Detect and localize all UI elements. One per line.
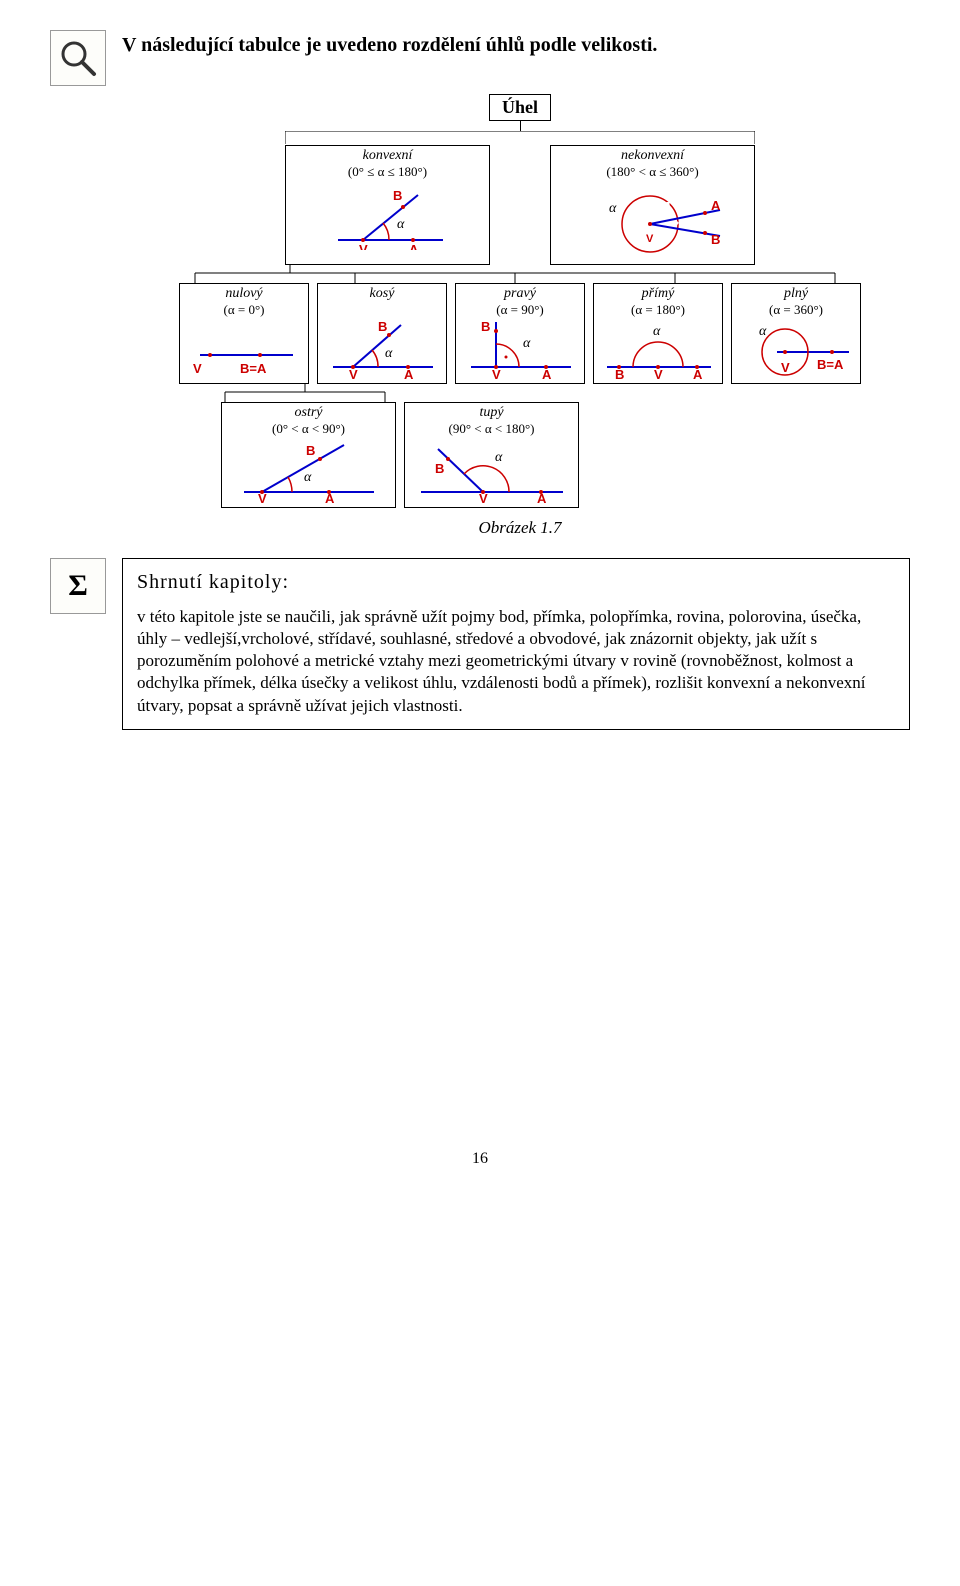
angle-hierarchy-diagram: Úhel konvexní (0° ≤ α ≤ 180°) V A B α ne… xyxy=(130,94,910,538)
svg-text:A: A xyxy=(537,491,547,503)
svg-text:α: α xyxy=(653,324,661,339)
summary-body: v této kapitole jste se naučili, jak spr… xyxy=(137,606,895,716)
page-title: V následující tabulce je uvedeno rozděle… xyxy=(122,30,657,57)
level3-row: nulový (α = 0°) V B=A kosý V A xyxy=(179,283,861,385)
connector-lvl3-4 xyxy=(70,384,730,402)
title-row: V následující tabulce je uvedeno rozděle… xyxy=(50,30,910,86)
node-konvexni: konvexní (0° ≤ α ≤ 180°) V A B α xyxy=(285,145,490,265)
svg-text:B: B xyxy=(435,461,444,476)
svg-text:V: V xyxy=(258,491,267,503)
level2-row: konvexní (0° ≤ α ≤ 180°) V A B α nekonve… xyxy=(285,145,755,265)
svg-text:B: B xyxy=(306,443,315,458)
svg-text:A: A xyxy=(325,491,335,503)
svg-text:V: V xyxy=(781,360,790,375)
svg-text:V: V xyxy=(349,367,358,379)
svg-text:B=A: B=A xyxy=(817,357,844,372)
svg-text:B: B xyxy=(378,319,387,334)
summary-row: Σ Shrnutí kapitoly: v této kapitole jste… xyxy=(50,558,910,729)
svg-text:A: A xyxy=(711,198,721,213)
node-primy: přímý (α = 180°) V A B α xyxy=(593,283,723,385)
svg-text:α: α xyxy=(609,201,617,216)
node-pravy: pravý (α = 90°) V A B α xyxy=(455,283,585,385)
svg-text:B=A: B=A xyxy=(240,361,267,376)
svg-text:α: α xyxy=(304,470,312,485)
svg-text:V: V xyxy=(646,233,654,245)
connector-lvl1-2 xyxy=(285,131,755,145)
magnifier-icon xyxy=(50,30,106,86)
svg-text:A: A xyxy=(693,367,703,379)
svg-text:V: V xyxy=(479,491,488,503)
svg-text:A: A xyxy=(542,367,552,379)
svg-text:α: α xyxy=(495,450,503,465)
level4-row: ostrý (0° < α < 90°) V A B α tupý (90° <… xyxy=(221,402,579,508)
svg-text:B: B xyxy=(615,367,624,379)
node-tupy: tupý (90° < α < 180°) V A B α xyxy=(404,402,579,508)
summary-box: Shrnutí kapitoly: v této kapitole jste s… xyxy=(122,558,910,729)
svg-text:V: V xyxy=(359,242,368,250)
figure-caption: Obrázek 1.7 xyxy=(478,518,561,538)
node-plny: plný (α = 360°) V B=A α xyxy=(731,283,861,385)
svg-text:α: α xyxy=(385,346,393,361)
node-kosy: kosý V A B α xyxy=(317,283,447,385)
page-number: 16 xyxy=(50,1150,910,1168)
summary-title: Shrnutí kapitoly: xyxy=(137,571,895,594)
svg-text:A: A xyxy=(409,242,419,250)
svg-text:V: V xyxy=(193,361,202,376)
connector-lvl2-3 xyxy=(190,265,850,283)
svg-text:B: B xyxy=(481,319,490,334)
svg-text:V: V xyxy=(654,367,663,379)
svg-text:α: α xyxy=(523,336,531,351)
node-nulovy: nulový (α = 0°) V B=A xyxy=(179,283,309,385)
svg-text:α: α xyxy=(397,217,405,232)
svg-text:α: α xyxy=(759,324,767,339)
svg-text:B: B xyxy=(393,188,402,203)
sigma-icon: Σ xyxy=(50,558,106,614)
svg-text:B: B xyxy=(711,232,720,247)
svg-text:V: V xyxy=(492,367,501,379)
svg-text:A: A xyxy=(404,367,414,379)
node-nekonvexni: nekonvexní (180° < α ≤ 360°) V A B α xyxy=(550,145,755,265)
node-ostry: ostrý (0° < α < 90°) V A B α xyxy=(221,402,396,508)
root-node: Úhel xyxy=(489,94,551,121)
